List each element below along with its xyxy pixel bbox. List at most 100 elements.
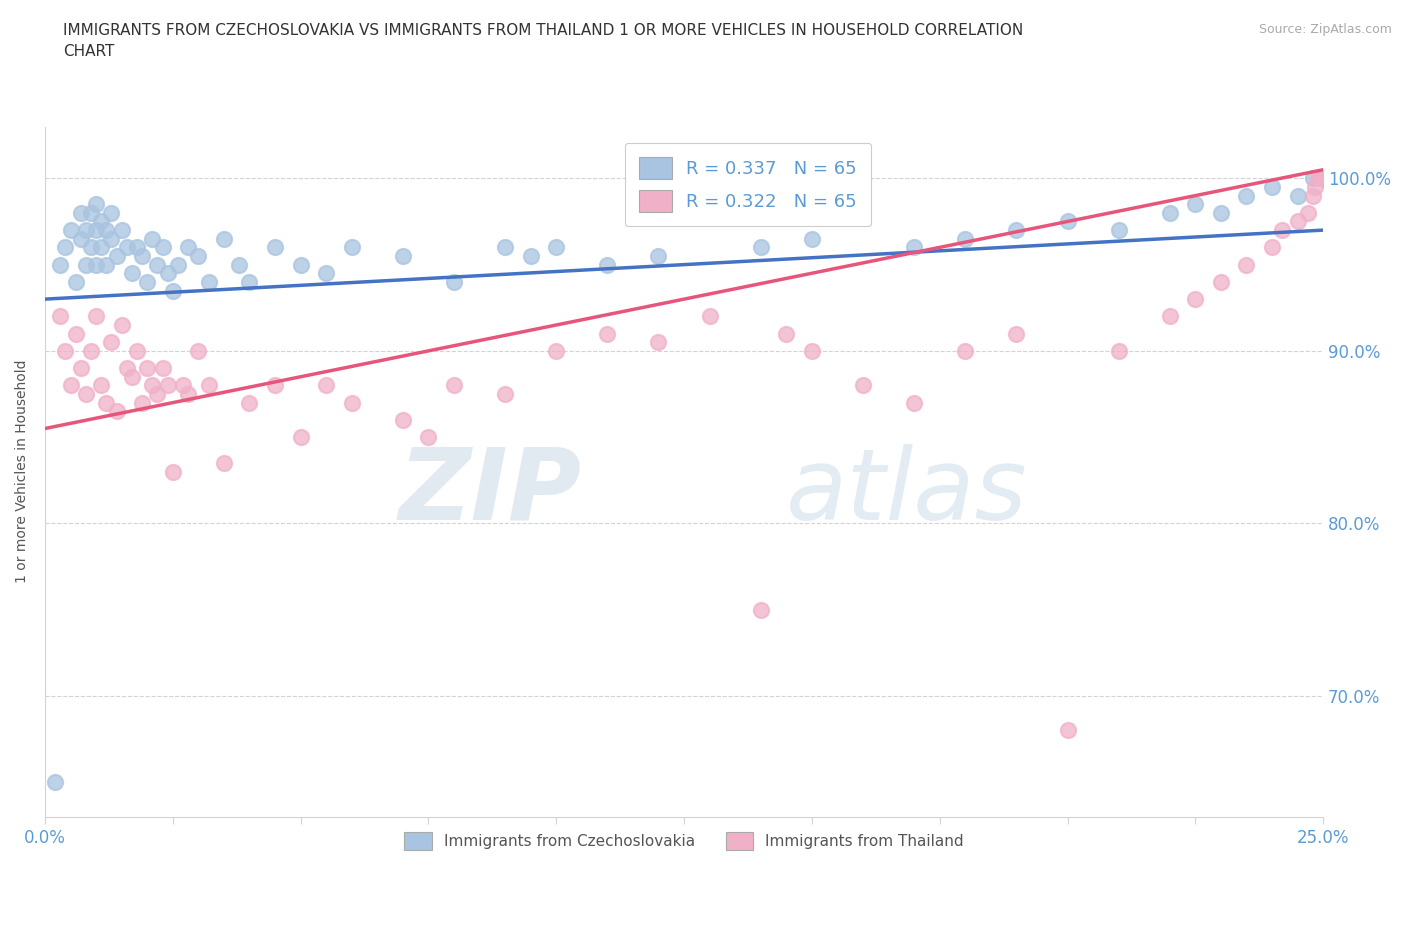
Point [392, 413, 415, 428]
Point [125, 240, 148, 255]
Point [80, 206, 103, 220]
Point [115, 240, 138, 255]
Point [69, 232, 91, 246]
Point [152, 361, 174, 376]
Point [1236, 188, 1258, 203]
Point [84, 258, 107, 272]
Point [167, 258, 190, 272]
Point [105, 404, 128, 418]
Point [340, 240, 363, 255]
Point [111, 222, 134, 237]
Point [699, 309, 721, 324]
Point [1305, 179, 1327, 194]
Point [115, 361, 138, 376]
Point [84, 222, 107, 237]
Point [546, 240, 568, 255]
Point [1236, 258, 1258, 272]
Point [49, 258, 72, 272]
Point [100, 206, 122, 220]
Point [162, 283, 184, 298]
Point [212, 456, 235, 471]
Point [177, 387, 200, 402]
Point [1302, 188, 1324, 203]
Point [131, 248, 153, 263]
Point [84, 309, 107, 324]
Point [75, 258, 97, 272]
Point [1159, 206, 1181, 220]
Point [96, 258, 118, 272]
Point [146, 258, 169, 272]
Point [96, 395, 118, 410]
Point [238, 395, 260, 410]
Point [290, 258, 312, 272]
Point [1108, 222, 1130, 237]
Point [156, 378, 179, 392]
Point [136, 361, 159, 376]
Point [519, 248, 541, 263]
Point [172, 378, 194, 392]
Point [749, 603, 772, 618]
Point [494, 240, 516, 255]
Point [443, 378, 465, 392]
Point [1312, 171, 1334, 186]
Point [1286, 188, 1309, 203]
Legend: Immigrants from Czechoslovakia, Immigrants from Thailand: Immigrants from Czechoslovakia, Immigran… [396, 825, 972, 857]
Point [238, 274, 260, 289]
Point [96, 222, 118, 237]
Point [264, 240, 287, 255]
Point [228, 258, 250, 272]
Point [136, 274, 159, 289]
Point [546, 343, 568, 358]
Point [775, 326, 797, 341]
Text: IMMIGRANTS FROM CZECHOSLOVAKIA VS IMMIGRANTS FROM THAILAND 1 OR MORE VEHICLES IN: IMMIGRANTS FROM CZECHOSLOVAKIA VS IMMIGR… [63, 23, 1024, 60]
Point [1286, 214, 1309, 229]
Point [59, 222, 82, 237]
Point [75, 222, 97, 237]
Point [1302, 171, 1324, 186]
Point [1261, 240, 1284, 255]
Point [340, 395, 363, 410]
Y-axis label: 1 or more Vehicles in Household: 1 or more Vehicles in Household [15, 360, 30, 583]
Point [90, 378, 112, 392]
Point [1209, 206, 1232, 220]
Point [44, 775, 66, 790]
Point [1005, 222, 1028, 237]
Point [105, 248, 128, 263]
Point [90, 240, 112, 255]
Point [55, 343, 77, 358]
Point [749, 240, 772, 255]
Point [197, 274, 219, 289]
Point [955, 343, 977, 358]
Text: atlas: atlas [786, 444, 1028, 541]
Point [65, 274, 87, 289]
Point [852, 378, 875, 392]
Point [141, 378, 163, 392]
Point [80, 343, 103, 358]
Point [131, 395, 153, 410]
Point [1309, 171, 1331, 186]
Point [903, 395, 925, 410]
Point [65, 326, 87, 341]
Point [69, 361, 91, 376]
Point [187, 248, 209, 263]
Point [596, 258, 619, 272]
Point [596, 326, 619, 341]
Point [315, 378, 337, 392]
Point [1056, 723, 1078, 737]
Point [443, 274, 465, 289]
Point [111, 317, 134, 332]
Point [59, 378, 82, 392]
Point [146, 387, 169, 402]
Point [121, 369, 143, 384]
Point [1108, 343, 1130, 358]
Point [290, 430, 312, 445]
Point [800, 232, 823, 246]
Point [1261, 179, 1284, 194]
Point [1184, 197, 1206, 212]
Point [212, 232, 235, 246]
Point [1312, 171, 1334, 186]
Point [955, 232, 977, 246]
Point [903, 240, 925, 255]
Text: ZIP: ZIP [399, 444, 582, 541]
Point [1296, 206, 1319, 220]
